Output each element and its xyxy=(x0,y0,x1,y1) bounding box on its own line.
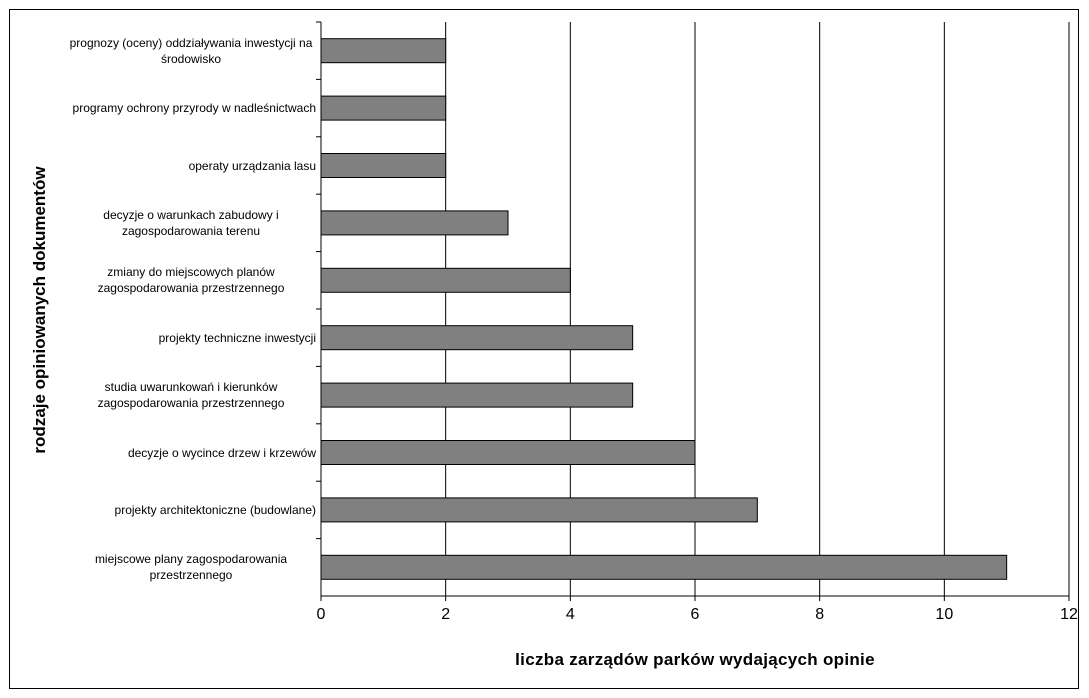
x-tick-label: 12 xyxy=(1060,606,1078,623)
y-tick-label-box: prognozy (oceny) oddziaływania inwestycj… xyxy=(66,26,316,76)
bar xyxy=(320,554,1008,580)
y-tick-label-box: operaty urządzania lasu xyxy=(189,141,316,191)
y-tick-label: studia uwarunkowań i kierunków zagospoda… xyxy=(97,380,285,411)
y-tick-label: programy ochrony przyrody w nadleśnictwa… xyxy=(72,101,316,116)
y-tick-label-box: projekty architektoniczne (budowlane) xyxy=(115,485,316,535)
bar xyxy=(320,38,447,64)
bar xyxy=(320,440,696,465)
y-tick-label-box: studia uwarunkowań i kierunków zagospoda… xyxy=(66,370,316,420)
x-axis-label: liczba zarządów parków wydających opinie xyxy=(515,650,875,669)
x-tick-label: 6 xyxy=(690,606,700,623)
y-tick-label-box: decyzje o warunkach zabudowy i zagospoda… xyxy=(66,198,316,248)
y-tick-label-box: programy ochrony przyrody w nadleśnictwa… xyxy=(73,83,316,133)
y-tick-label: projekty techniczne inwestycji xyxy=(158,330,316,345)
bar xyxy=(320,325,634,351)
bar xyxy=(320,382,634,408)
y-tick-label-box: projekty techniczne inwestycji xyxy=(159,313,316,363)
bar xyxy=(320,497,758,523)
bar xyxy=(320,210,509,236)
y-tick-label-box: decyzje o wycince drzew i krzewów xyxy=(128,428,316,478)
bar xyxy=(320,153,447,178)
x-tick-label: 0 xyxy=(316,606,326,623)
x-tick-label: 2 xyxy=(441,606,451,623)
y-tick-label: zmiany do miejscowych planów zagospodaro… xyxy=(97,265,285,296)
bar xyxy=(320,95,447,121)
y-tick-label: prognozy (oceny) oddziaływania inwestycj… xyxy=(69,35,313,66)
y-tick-label: decyzje o wycince drzew i krzewów xyxy=(127,445,316,460)
x-tick-label: 10 xyxy=(935,606,954,623)
chart-frame xyxy=(9,9,1079,689)
y-tick-label: projekty architektoniczne (budowlane) xyxy=(114,502,316,517)
y-tick-label: operaty urządzania lasu xyxy=(188,158,316,173)
y-axis-label: rodzaje opiniowanych dokumentów xyxy=(30,166,49,454)
y-tick-label-box: zmiany do miejscowych planów zagospodaro… xyxy=(66,255,316,305)
x-tick-label: 8 xyxy=(815,606,825,623)
x-tick-label: 4 xyxy=(565,606,575,623)
y-tick-label: decyzje o warunkach zabudowy i zagospoda… xyxy=(103,207,279,238)
y-tick-label-box: miejscowe plany zagospodarowania przestr… xyxy=(66,542,316,592)
bar xyxy=(320,267,571,293)
y-tick-label: miejscowe plany zagospodarowania przestr… xyxy=(94,552,288,583)
